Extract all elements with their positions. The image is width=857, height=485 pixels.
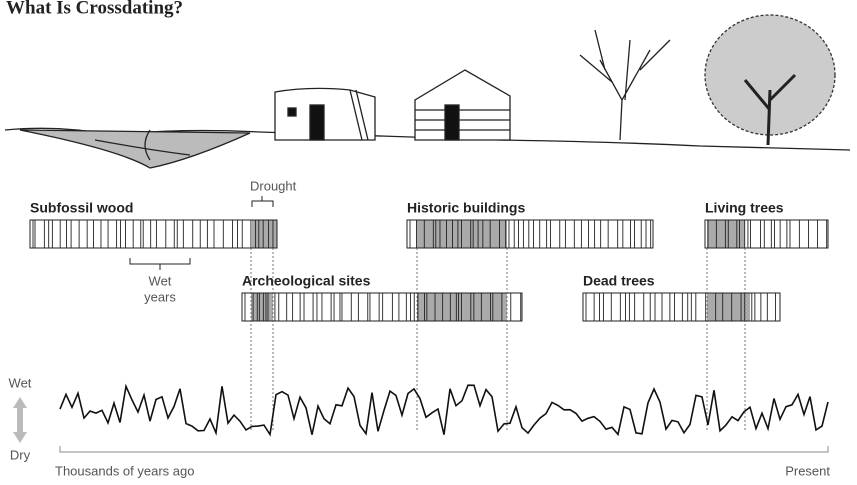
title: What Is Crossdating? <box>6 0 183 18</box>
pond <box>19 129 251 169</box>
guide-lines <box>250 248 746 432</box>
door <box>444 104 460 141</box>
drought-bracket <box>251 196 274 207</box>
ring-bar-outline <box>406 219 654 249</box>
bar-label: Subfossil wood <box>30 200 133 216</box>
wet-label: Wet <box>9 375 32 390</box>
ring-bar <box>29 219 278 249</box>
shaded-rings <box>417 220 507 248</box>
illustration <box>4 14 851 169</box>
axis-start: Thousands of years ago <box>55 463 194 478</box>
bar-label: Dead trees <box>583 273 655 289</box>
dry-label: Dry <box>10 447 31 462</box>
log-cabin <box>414 69 511 141</box>
ring-bar-outline <box>29 219 278 249</box>
ground-line <box>4 127 851 151</box>
wet-years-label: years <box>144 289 176 304</box>
climate-line <box>59 383 829 437</box>
wet-years-bracket <box>129 258 191 270</box>
shaded-rings <box>707 220 745 248</box>
bar-label: Archeological sites <box>242 273 371 289</box>
leaf-fossil <box>94 129 191 161</box>
ring-bar-outline <box>241 292 523 322</box>
ladder <box>349 89 369 141</box>
door <box>309 104 325 141</box>
ring-bar-outline <box>704 219 829 249</box>
window <box>287 107 297 117</box>
wet-dry-arrow <box>13 397 27 443</box>
bar-label: Living trees <box>705 200 784 216</box>
bar-label: Historic buildings <box>407 200 525 216</box>
ring-bar <box>582 292 781 322</box>
axis-end: Present <box>785 463 830 478</box>
adobe-house <box>274 87 376 141</box>
drought-label: Drought <box>250 178 297 193</box>
shaded-rings <box>417 293 507 321</box>
shaded-rings <box>707 293 750 321</box>
logs <box>415 109 510 131</box>
dead-tree <box>579 29 671 141</box>
tree-trunk <box>743 73 797 146</box>
wet-years-label: Wet <box>149 273 172 288</box>
time-axis <box>59 446 829 453</box>
ring-bar-outline <box>582 292 781 322</box>
shaded-rings <box>251 293 273 321</box>
tree-crown <box>704 14 836 136</box>
